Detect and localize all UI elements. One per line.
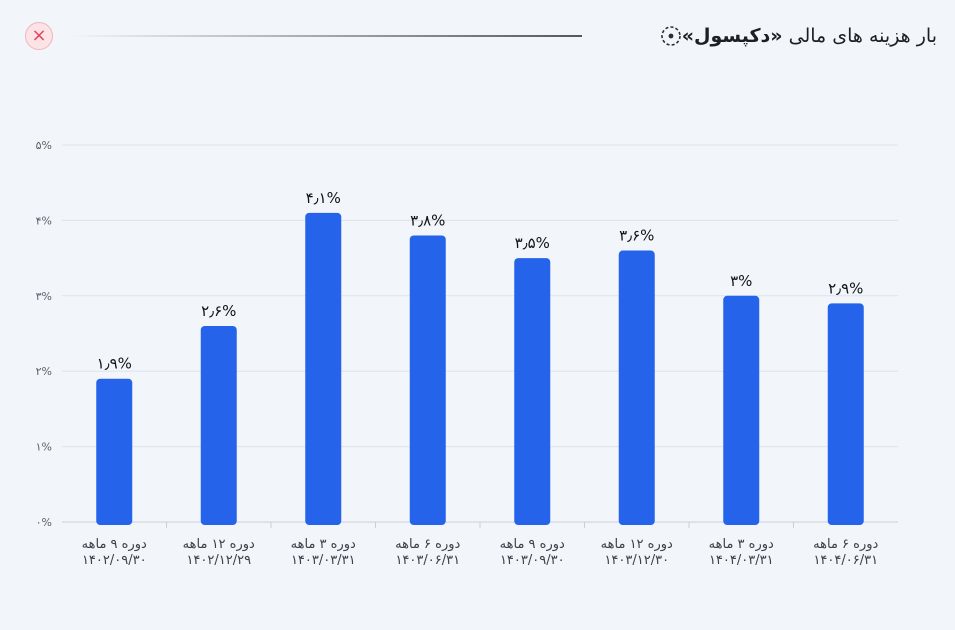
bar-value-label: ۲٫۹%	[828, 279, 863, 297]
x-tick-label-date: ۱۴۰۳/۰۶/۳۱	[395, 553, 460, 568]
chart-title: بار هزینه های مالی «دکپسول»	[682, 25, 937, 47]
chart-title-prefix: بار هزینه های مالی	[788, 25, 937, 47]
bar-value-label: ۲٫۶%	[201, 302, 236, 320]
bar	[723, 295, 760, 525]
x-tick-label: دوره ۱۲ ماهه	[601, 537, 673, 552]
x-tick-label: دوره ۹ ماهه	[500, 537, 565, 552]
y-tick-label: ۵%	[36, 139, 52, 152]
y-tick-label: ۴%	[36, 214, 52, 227]
y-tick-label: ۱%	[36, 441, 52, 454]
header-divider	[70, 35, 582, 37]
bar	[827, 303, 864, 525]
bar	[200, 325, 237, 525]
x-tick-label-date: ۱۴۰۳/۰۹/۳۰	[500, 553, 565, 568]
close-button[interactable]: ×	[25, 22, 53, 50]
bar	[409, 235, 446, 526]
x-tick-label-date: ۱۴۰۴/۰۳/۳۱	[709, 553, 774, 568]
target-icon	[660, 26, 681, 46]
chart-title-brand: «دکپسول»	[681, 25, 783, 47]
bar-value-label: ۳%	[730, 272, 752, 290]
x-tick-label: دوره ۶ ماهه	[813, 537, 878, 552]
close-icon: ×	[31, 25, 47, 46]
bar	[514, 258, 551, 525]
x-tick-label-date: ۱۴۰۲/۰۹/۳۰	[82, 553, 147, 568]
x-tick-label-date: ۱۴۰۴/۰۶/۳۱	[813, 553, 878, 568]
bar-value-label: ۳٫۵%	[515, 234, 550, 252]
x-tick-label-date: ۱۴۰۲/۱۲/۲۹	[186, 553, 251, 568]
x-tick-label: دوره ۳ ماهه	[291, 537, 356, 552]
bar-value-label: ۳٫۶%	[619, 227, 654, 245]
bar-value-label: ۴٫۱%	[306, 189, 341, 207]
x-tick-label: دوره ۳ ماهه	[709, 537, 774, 552]
x-tick-label-date: ۱۴۰۳/۱۲/۳۰	[604, 553, 669, 568]
x-tick-label: دوره ۹ ماهه	[82, 537, 147, 552]
y-tick-label: ۰%	[36, 516, 52, 529]
y-tick-label: ۲%	[36, 365, 52, 378]
bar-value-label: ۳٫۸%	[410, 211, 445, 229]
y-tick-label: ۳%	[36, 290, 52, 303]
bar-value-label: ۱٫۹%	[97, 355, 132, 373]
x-tick-label-date: ۱۴۰۳/۰۳/۳۱	[291, 553, 356, 568]
chart-header: بار هزینه های مالی «دکپسول»	[654, 20, 937, 52]
bar	[96, 378, 133, 525]
x-tick-label: دوره ۱۲ ماهه	[183, 537, 255, 552]
bar	[618, 250, 655, 525]
x-tick-label: دوره ۶ ماهه	[395, 537, 460, 552]
bar	[305, 212, 342, 526]
